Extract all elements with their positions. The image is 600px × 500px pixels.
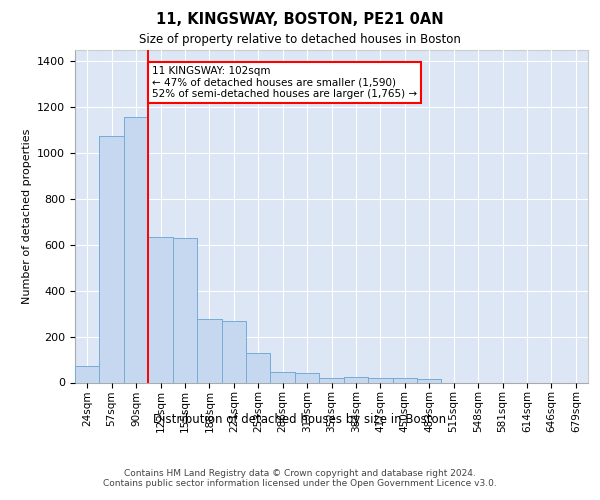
Bar (197, 320, 221, 382)
Y-axis label: Number of detached properties: Number of detached properties (22, 128, 32, 304)
Bar (221, 320, 246, 382)
Bar (368, 378, 392, 382)
Bar (295, 374, 319, 382)
Bar (392, 378, 417, 382)
Bar (75, 366, 100, 382)
Bar (344, 377, 368, 382)
Bar (100, 136, 124, 382)
Text: Size of property relative to detached houses in Boston: Size of property relative to detached ho… (139, 32, 461, 46)
Text: 11, KINGSWAY, BOSTON, PE21 0AN: 11, KINGSWAY, BOSTON, PE21 0AN (156, 12, 444, 28)
Bar (246, 352, 271, 382)
Text: 11 KINGSWAY: 102sqm
← 47% of detached houses are smaller (1,590)
52% of semi-det: 11 KINGSWAY: 102sqm ← 47% of detached ho… (152, 66, 417, 100)
Bar (319, 378, 344, 382)
Bar (319, 378, 344, 382)
Bar (173, 238, 197, 382)
Bar (417, 379, 442, 382)
Bar (295, 374, 319, 382)
Bar (344, 377, 368, 382)
Bar (148, 237, 173, 382)
Bar (417, 379, 442, 382)
Bar (124, 116, 148, 382)
Bar (221, 320, 246, 382)
Text: Distribution of detached houses by size in Boston: Distribution of detached houses by size … (154, 412, 446, 426)
Bar (271, 372, 295, 382)
Bar (197, 320, 221, 382)
Bar (100, 136, 124, 382)
Bar (246, 352, 271, 382)
Bar (368, 378, 392, 382)
Bar (75, 366, 100, 382)
Bar (392, 378, 417, 382)
Text: Contains HM Land Registry data © Crown copyright and database right 2024.
Contai: Contains HM Land Registry data © Crown c… (103, 469, 497, 488)
Bar (173, 238, 197, 382)
Bar (124, 116, 148, 382)
Bar (271, 372, 295, 382)
Bar (148, 237, 173, 382)
